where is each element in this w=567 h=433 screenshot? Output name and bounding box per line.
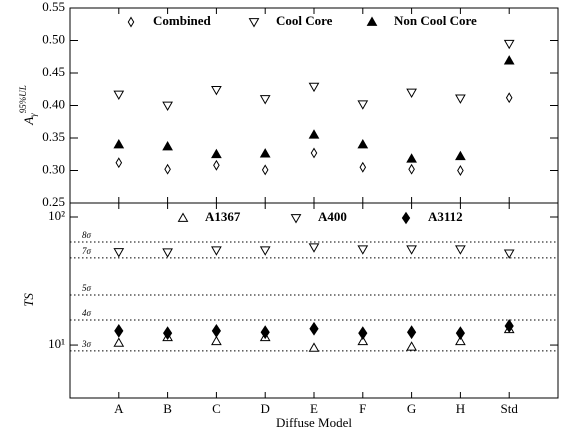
y-tick-label: 0.30 xyxy=(42,161,65,176)
data-point xyxy=(357,100,369,110)
data-point xyxy=(113,138,125,149)
data-point xyxy=(308,82,320,93)
legend-label: A1367 xyxy=(205,209,241,224)
data-point xyxy=(357,138,369,149)
data-point xyxy=(162,326,173,340)
y-tick-label: 0.40 xyxy=(42,96,65,111)
y-tick-label: 0.45 xyxy=(42,64,65,79)
reference-label: 8σ xyxy=(82,230,92,240)
reference-label: 4σ xyxy=(82,308,92,318)
legend-marker xyxy=(177,212,189,222)
data-point xyxy=(406,325,417,340)
y-axis-label: TS xyxy=(21,293,36,307)
y-tick-label: 0.50 xyxy=(42,31,65,46)
data-point xyxy=(455,326,466,340)
legend-label: A3112 xyxy=(428,209,463,224)
data-point xyxy=(261,164,269,176)
data-point xyxy=(504,319,514,333)
legend-marker xyxy=(290,214,302,224)
legend-label: Non Cool Core xyxy=(394,13,477,28)
data-point xyxy=(455,94,466,104)
data-point xyxy=(211,148,222,159)
x-tick-label: E xyxy=(310,401,318,416)
data-point xyxy=(308,342,320,352)
data-point xyxy=(308,243,320,253)
data-point xyxy=(503,39,515,50)
data-point xyxy=(211,323,222,338)
y-tick-label: 0.25 xyxy=(42,194,65,209)
data-point xyxy=(211,86,222,96)
data-point xyxy=(357,245,369,255)
data-point xyxy=(259,148,271,158)
x-tick-label: D xyxy=(261,401,270,416)
y-tick-label: 0.55 xyxy=(42,0,65,14)
reference-label: 3σ xyxy=(81,339,92,349)
data-point xyxy=(162,101,173,112)
data-point xyxy=(115,157,123,169)
x-tick-label: C xyxy=(212,401,221,416)
x-tick-label: G xyxy=(407,401,416,416)
y-tick-label: 0.35 xyxy=(42,129,65,144)
data-point xyxy=(113,248,125,258)
reference-label: 5σ xyxy=(82,283,92,293)
data-point xyxy=(455,245,466,255)
y-axis-label: Aγ95%UL xyxy=(18,85,38,126)
data-point xyxy=(408,163,415,175)
data-point xyxy=(260,325,270,340)
legend-marker xyxy=(366,16,378,26)
legend-label: A400 xyxy=(318,209,347,224)
y-tick-label: 10² xyxy=(48,208,65,223)
data-point xyxy=(259,246,271,256)
x-tick-label: Std xyxy=(501,401,519,416)
data-point xyxy=(164,163,171,175)
data-point xyxy=(406,88,417,99)
data-point xyxy=(359,161,367,173)
x-tick-label: B xyxy=(163,401,172,416)
data-point xyxy=(259,95,271,105)
legend-marker xyxy=(248,18,260,28)
data-point xyxy=(406,245,417,255)
data-point xyxy=(308,129,320,139)
data-point xyxy=(503,249,515,259)
x-tick-label: F xyxy=(359,401,366,416)
data-point xyxy=(310,147,318,159)
data-point xyxy=(503,55,515,65)
data-point xyxy=(455,150,466,161)
x-axis-label: Diffuse Model xyxy=(276,415,352,430)
data-point xyxy=(162,140,173,151)
legend-label: Combined xyxy=(153,13,212,28)
legend-marker xyxy=(127,16,135,28)
data-point xyxy=(457,165,464,176)
data-point xyxy=(211,246,222,256)
data-point xyxy=(162,248,173,258)
data-point xyxy=(406,341,417,351)
x-tick-label: H xyxy=(456,401,465,416)
data-point xyxy=(505,92,513,104)
y-tick-label: 10¹ xyxy=(48,336,65,351)
legend-marker xyxy=(401,211,411,225)
legend-label: Cool Core xyxy=(276,13,333,28)
data-point xyxy=(455,335,466,346)
data-point xyxy=(113,90,125,100)
x-tick-label: A xyxy=(114,401,124,416)
data-point xyxy=(357,335,369,346)
data-point xyxy=(309,321,319,336)
data-point xyxy=(213,159,220,171)
data-point xyxy=(358,326,368,340)
data-point xyxy=(211,335,222,346)
data-point xyxy=(113,337,125,347)
data-point xyxy=(406,153,417,163)
data-point xyxy=(114,323,124,338)
reference-label: 7σ xyxy=(82,246,92,256)
